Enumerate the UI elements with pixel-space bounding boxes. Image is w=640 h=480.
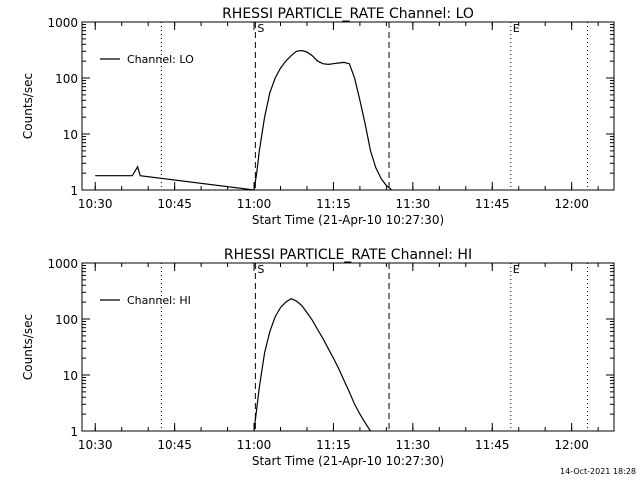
y-tick-label: 1000 bbox=[47, 16, 78, 30]
x-tick-label: 11:45 bbox=[475, 197, 510, 211]
series-line bbox=[253, 298, 372, 432]
x-tick-label: 11:15 bbox=[316, 438, 351, 452]
x-tick-label: 11:30 bbox=[396, 197, 431, 211]
x-tick-label: 10:45 bbox=[157, 197, 192, 211]
y-axis-label: Counts/sec bbox=[21, 314, 35, 380]
y-tick-label: 1000 bbox=[47, 257, 78, 271]
legend-label: Channel: HI bbox=[127, 294, 191, 307]
marker-label: E bbox=[513, 263, 520, 276]
marker-label: E bbox=[513, 22, 520, 35]
y-tick-label: 10 bbox=[63, 128, 78, 142]
x-tick-label: 10:45 bbox=[157, 438, 192, 452]
y-tick-label: 100 bbox=[55, 72, 78, 86]
chart-title: RHESSI PARTICLE_RATE Channel: LO bbox=[222, 6, 474, 22]
x-tick-label: 11:30 bbox=[396, 438, 431, 452]
y-tick-label: 10 bbox=[63, 369, 78, 383]
x-tick-label: 12:00 bbox=[554, 438, 589, 452]
x-tick-label: 11:00 bbox=[237, 438, 272, 452]
marker-label: S bbox=[257, 263, 264, 276]
y-tick-label: 1 bbox=[70, 184, 78, 198]
plot-frame bbox=[81, 21, 615, 191]
legend-label: Channel: LO bbox=[127, 53, 194, 66]
chart-title: RHESSI PARTICLE_RATE Channel: HI bbox=[224, 247, 472, 263]
x-axis-label: Start Time (21-Apr-10 10:27:30) bbox=[252, 213, 444, 227]
series-line bbox=[95, 49, 393, 191]
x-tick-label: 12:00 bbox=[554, 197, 589, 211]
marker-label: S bbox=[257, 22, 264, 35]
x-axis-label: Start Time (21-Apr-10 10:27:30) bbox=[252, 454, 444, 468]
x-tick-label: 11:00 bbox=[237, 197, 272, 211]
x-tick-label: 11:15 bbox=[316, 197, 351, 211]
y-tick-label: 100 bbox=[55, 313, 78, 327]
x-tick-label: 11:45 bbox=[475, 438, 510, 452]
y-axis-label: Counts/sec bbox=[21, 73, 35, 139]
y-tick-label: 1 bbox=[70, 425, 78, 439]
chart-panel-hi: RHESSI PARTICLE_RATE Channel: HI 1 10 100 10… bbox=[21, 247, 615, 468]
footer-timestamp: 14-Oct-2021 18:28 bbox=[560, 467, 636, 476]
plot-frame bbox=[81, 262, 615, 432]
x-tick-label: 10:30 bbox=[78, 438, 113, 452]
chart-panel-lo: RHESSI PARTICLE_RATE Channel: LO 1 10 100 10… bbox=[21, 6, 615, 227]
x-tick-label: 10:30 bbox=[78, 197, 113, 211]
